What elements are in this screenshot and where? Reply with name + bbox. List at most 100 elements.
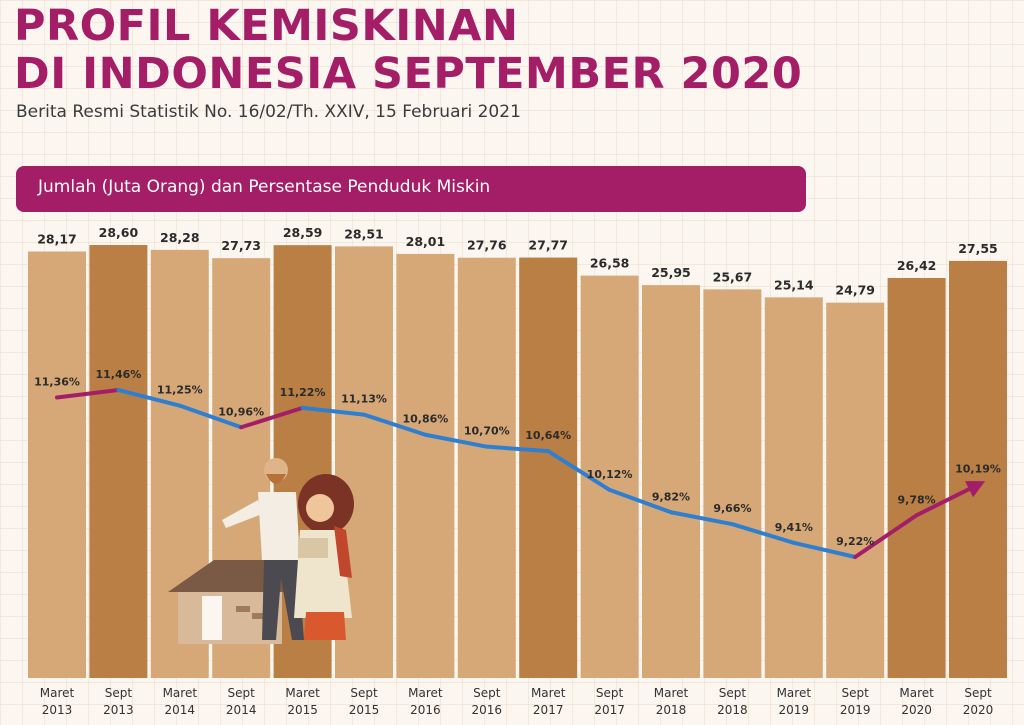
percent-line-layer	[55, 388, 986, 559]
x-tick-label: Sept	[350, 686, 378, 700]
man-arm	[222, 500, 262, 528]
bar	[519, 257, 578, 678]
bar	[28, 251, 86, 679]
bar-value-label: 28,28	[160, 230, 200, 245]
bar-value-label: 25,14	[774, 277, 814, 292]
bar-value-label: 25,67	[713, 269, 753, 284]
x-tick-label: Maret	[777, 686, 812, 700]
x-tick-label: 2018	[656, 703, 687, 717]
percent-line-segment	[914, 482, 980, 518]
percent-label: 9,41%	[775, 521, 813, 534]
x-tick-label: 2015	[287, 703, 318, 717]
percent-line-segment	[55, 388, 121, 400]
percent-line-segment	[853, 513, 919, 559]
x-tick-label: Maret	[40, 686, 75, 700]
bar-value-label: 27,55	[958, 241, 998, 256]
bar	[89, 245, 148, 678]
trend-arrowhead	[965, 481, 986, 498]
bar-value-label: 28,01	[406, 234, 446, 249]
labels-layer: 28,17 Maret 2013 28,60 Sept 2013 28,28 Maret 201…	[34, 225, 1001, 717]
percent-line-segment	[362, 412, 428, 437]
people-house-illustration	[168, 458, 354, 644]
percent-line-segment	[239, 405, 305, 430]
percent-label: 10,64%	[525, 429, 571, 442]
percent-label: 10,86%	[402, 413, 448, 426]
percent-label: 10,70%	[464, 425, 510, 438]
x-tick-label: 2016	[472, 703, 503, 717]
x-tick-label: 2017	[533, 703, 564, 717]
x-tick-label: 2015	[349, 703, 380, 717]
bar	[396, 253, 455, 679]
x-tick-label: 2016	[410, 703, 441, 717]
bar	[887, 278, 946, 678]
house-door	[202, 596, 222, 640]
x-tick-label: Sept	[473, 686, 501, 700]
percent-label: 9,22%	[836, 535, 874, 548]
page-subtitle: Berita Resmi Statistik No. 16/02/Th. XXI…	[16, 102, 521, 122]
x-tick-label: 2013	[42, 703, 73, 717]
x-tick-label: Sept	[228, 686, 256, 700]
house-brick	[236, 606, 250, 612]
x-tick-label: 2014	[165, 703, 196, 717]
percent-label: 9,82%	[652, 490, 690, 503]
percent-label: 10,19%	[955, 463, 1001, 476]
woman-bundle	[298, 538, 328, 558]
bar	[457, 257, 516, 678]
chart-title-banner: Jumlah (Juta Orang) dan Persentase Pendu…	[16, 166, 806, 212]
percent-line-segment	[791, 540, 858, 559]
x-tick-label: Sept	[719, 686, 747, 700]
x-tick-label: Maret	[899, 686, 934, 700]
x-tick-label: Sept	[596, 686, 624, 700]
x-tick-label: 2018	[717, 703, 748, 717]
bar	[642, 285, 700, 678]
bar-value-label: 25,95	[651, 265, 691, 280]
x-tick-label: Maret	[531, 686, 566, 700]
bar-value-label: 28,59	[283, 225, 323, 240]
x-tick-label: Maret	[285, 686, 320, 700]
man-beard	[266, 474, 286, 484]
bar-value-label: 26,42	[897, 258, 937, 273]
bar	[764, 297, 823, 678]
bar-value-label: 26,58	[590, 256, 630, 271]
percent-label: 11,22%	[280, 386, 326, 399]
bar-value-label: 24,79	[835, 283, 875, 298]
percent-label: 11,25%	[157, 384, 203, 397]
chart-title: Jumlah (Juta Orang) dan Persentase Pendu…	[38, 177, 491, 197]
percent-line-segment	[546, 449, 612, 492]
percent-label: 11,13%	[341, 393, 387, 406]
percent-line-segment	[300, 405, 366, 417]
percent-line-segment	[669, 510, 735, 527]
x-tick-label: Sept	[964, 686, 992, 700]
x-tick-label: 2020	[901, 703, 932, 717]
house-brick	[252, 613, 266, 619]
x-tick-label: 2019	[840, 703, 871, 717]
percent-line-segment	[177, 403, 244, 430]
percent-label: 11,46%	[95, 368, 141, 381]
x-tick-label: Maret	[408, 686, 443, 700]
x-tick-label: 2017	[594, 703, 625, 717]
woman-face	[306, 494, 334, 522]
bar	[703, 289, 762, 678]
bar-value-label: 28,51	[344, 226, 384, 241]
man-shirt	[258, 492, 300, 560]
x-tick-label: 2019	[779, 703, 810, 717]
percent-line-segment	[730, 522, 796, 545]
man-legs	[262, 560, 304, 640]
x-tick-label: Maret	[654, 686, 689, 700]
woman-skirt	[304, 612, 346, 640]
x-tick-label: Maret	[163, 686, 198, 700]
bar-value-label: 28,60	[99, 225, 139, 240]
bar-value-label: 27,76	[467, 238, 507, 253]
bar-value-label: 27,73	[221, 238, 261, 253]
percent-line-segment	[116, 388, 182, 408]
title-line-2: DI INDONESIA SEPTEMBER 2020	[14, 49, 803, 99]
x-tick-label: Sept	[842, 686, 870, 700]
bar	[949, 260, 1007, 678]
x-tick-label: 2013	[103, 703, 134, 717]
bars-layer	[28, 245, 1007, 679]
bar	[826, 302, 885, 678]
title-line-1: PROFIL KEMISKINAN	[14, 1, 519, 51]
percent-line-segment	[423, 432, 489, 449]
bar-value-label: 27,77	[528, 238, 568, 253]
